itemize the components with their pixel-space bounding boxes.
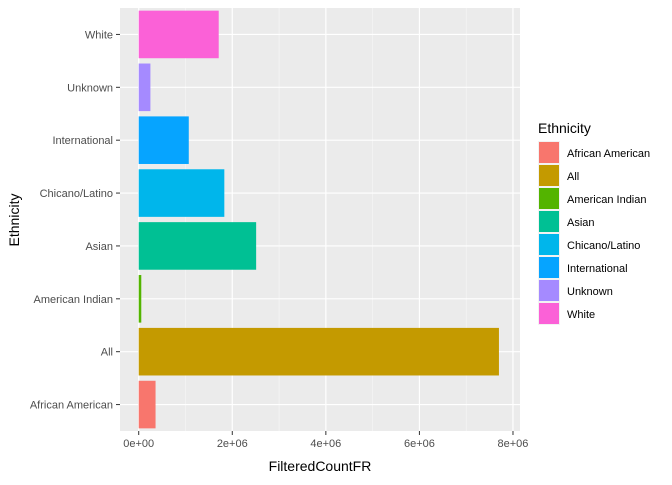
axis-layer: 0e+00 2e+06 4e+06 6e+06 8e+06 African America… [30, 29, 529, 450]
legend-swatch [539, 257, 559, 278]
y-tick-label: International [52, 135, 113, 147]
legend-label: International [567, 263, 628, 275]
legend-title: Ethnicity [538, 120, 591, 136]
bar [138, 275, 142, 323]
x-tick-label: 8e+06 [498, 438, 529, 450]
legend-label: Asian [567, 217, 595, 229]
legend-label: African American [567, 148, 650, 160]
y-tick-label: American Indian [34, 294, 114, 306]
x-tick-label: 0e+00 [123, 438, 154, 450]
x-tick-label: 6e+06 [404, 438, 435, 450]
x-axis-title: FilteredCountFR [269, 458, 372, 474]
legend-swatch [539, 234, 559, 255]
y-tick-label: All [101, 347, 113, 359]
legend-label: White [567, 309, 595, 321]
y-tick-label: White [85, 29, 113, 41]
legend-label: Chicano/Latino [567, 240, 640, 252]
y-tick-label: Chicano/Latino [40, 188, 113, 200]
bar [138, 380, 156, 429]
legend-swatch [539, 303, 559, 324]
bar [138, 222, 257, 270]
legend-swatch [539, 165, 559, 186]
legend-swatch [539, 280, 559, 301]
bar [138, 169, 225, 217]
legend-label: Unknown [567, 286, 613, 298]
y-tick-label: Unknown [67, 82, 113, 94]
bar [138, 63, 151, 112]
bar-layer [138, 10, 499, 429]
y-tick-label: Asian [85, 241, 113, 253]
bar [138, 10, 219, 59]
legend-items: African American All American Indian Asian C… [538, 141, 650, 325]
bar [138, 116, 189, 164]
legend: Ethnicity African American All American In… [538, 120, 650, 325]
x-tick-label: 2e+06 [217, 438, 248, 450]
bar [138, 327, 499, 376]
legend-label: American Indian [567, 194, 647, 206]
legend-swatch [539, 211, 559, 232]
y-axis-title: Ethnicity [6, 194, 22, 247]
x-tick-label: 4e+06 [310, 438, 341, 450]
legend-label: All [567, 171, 579, 183]
legend-swatch [539, 188, 559, 209]
legend-swatch [539, 142, 559, 163]
y-tick-label: African American [30, 400, 113, 412]
